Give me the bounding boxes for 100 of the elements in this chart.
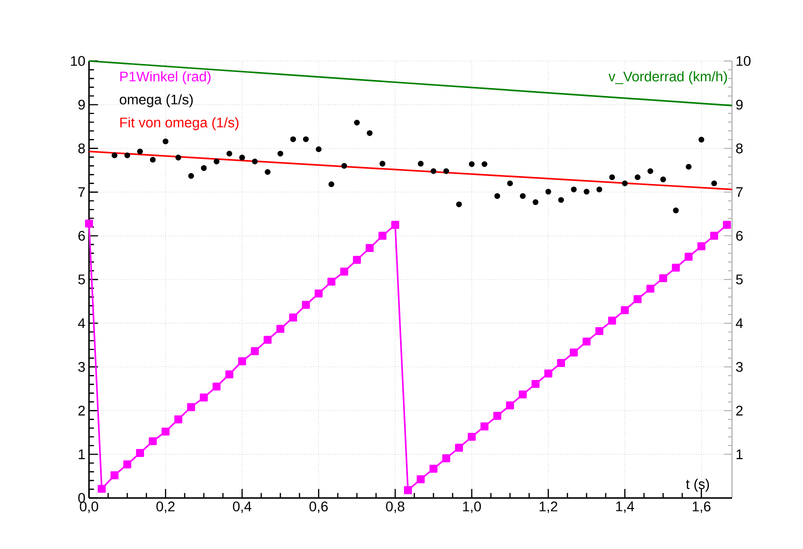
point: [545, 188, 552, 195]
y2-tick-label: 8: [736, 143, 743, 154]
point: [711, 180, 718, 186]
point: [250, 347, 259, 356]
point: [238, 357, 246, 366]
y-tick-label: 4: [78, 318, 86, 328]
point: [620, 306, 629, 314]
point: [226, 150, 232, 157]
x-tick-label: 1,4: [616, 502, 634, 513]
y-tick-label: 10: [71, 56, 85, 66]
point: [289, 314, 298, 322]
point: [162, 138, 168, 144]
point: [352, 256, 361, 264]
point: [532, 199, 538, 206]
x-tick-label: 1,6: [692, 502, 710, 514]
y-tick-label: 3: [78, 362, 85, 372]
y-tick-label: 7: [78, 187, 85, 197]
point: [187, 403, 196, 412]
point: [647, 168, 654, 174]
point: [316, 146, 322, 152]
point: [175, 154, 182, 160]
y2-tick-label: 2: [736, 406, 743, 416]
point: [506, 401, 514, 410]
point: [124, 152, 130, 158]
text: P1Winkel (rad): [120, 71, 211, 84]
y-tick-label: 8: [78, 143, 85, 154]
point: [150, 156, 156, 163]
y2-tick-label: 1: [736, 450, 743, 460]
point: [672, 264, 680, 272]
x-tick-label: 0,8: [386, 502, 404, 514]
x-tick-label: 0,0: [80, 502, 98, 514]
point: [507, 180, 513, 186]
text: omega (1/s): [120, 94, 193, 108]
point: [366, 130, 373, 136]
point: [520, 193, 526, 199]
point: [480, 422, 488, 430]
point: [429, 464, 438, 473]
point: [455, 444, 463, 452]
point: [595, 327, 604, 336]
point: [596, 186, 602, 192]
point: [340, 268, 348, 276]
point: [494, 193, 500, 199]
point: [442, 454, 450, 462]
point: [416, 475, 425, 484]
point: [584, 188, 590, 195]
point: [148, 437, 157, 446]
point: [456, 201, 462, 208]
point: [214, 158, 220, 164]
point: [558, 197, 564, 203]
point: [634, 295, 642, 304]
point: [264, 169, 271, 175]
point: [112, 152, 118, 158]
y2-tick-label: 5: [736, 274, 743, 284]
point: [136, 449, 144, 457]
point: [252, 158, 258, 164]
point: [277, 150, 284, 157]
point: [391, 220, 400, 229]
point: [290, 136, 296, 142]
point: [303, 136, 309, 142]
point: [98, 484, 106, 493]
x-tick-label: 0,4: [232, 502, 252, 514]
point: [622, 180, 628, 186]
point: [443, 168, 450, 174]
point: [660, 176, 666, 182]
point: [404, 486, 412, 494]
series-label: Fit von omega (1/s): [120, 117, 238, 130]
point: [200, 165, 207, 171]
point: [570, 348, 578, 356]
point: [646, 284, 654, 293]
x-axis-title: t (s): [686, 478, 709, 492]
point: [582, 338, 591, 346]
y-tick-label: 0: [78, 493, 85, 503]
point: [493, 412, 502, 420]
point: [174, 415, 182, 424]
point: [672, 208, 679, 214]
point: [698, 136, 704, 143]
point: [468, 432, 476, 441]
point: [225, 370, 234, 378]
point: [212, 382, 221, 391]
y2-tick-label: 3: [736, 362, 743, 372]
point: [544, 369, 552, 378]
y-tick-label: 6: [78, 230, 85, 241]
y2-tick-label: 6: [736, 230, 743, 241]
point: [162, 428, 170, 436]
series-label: v_Vorderrad (km/h): [608, 71, 727, 84]
point: [264, 336, 272, 344]
x-tick-label: 1,0: [463, 502, 481, 514]
point: [418, 160, 424, 167]
point: [366, 244, 374, 252]
point: [608, 316, 616, 325]
point: [276, 324, 284, 333]
point: [634, 174, 640, 180]
point: [137, 148, 143, 154]
point: [200, 394, 208, 402]
y-tick-label: 9: [78, 100, 85, 110]
point: [327, 278, 336, 286]
point: [188, 173, 194, 179]
point: [722, 220, 731, 229]
point: [518, 390, 527, 398]
point: [302, 300, 310, 309]
